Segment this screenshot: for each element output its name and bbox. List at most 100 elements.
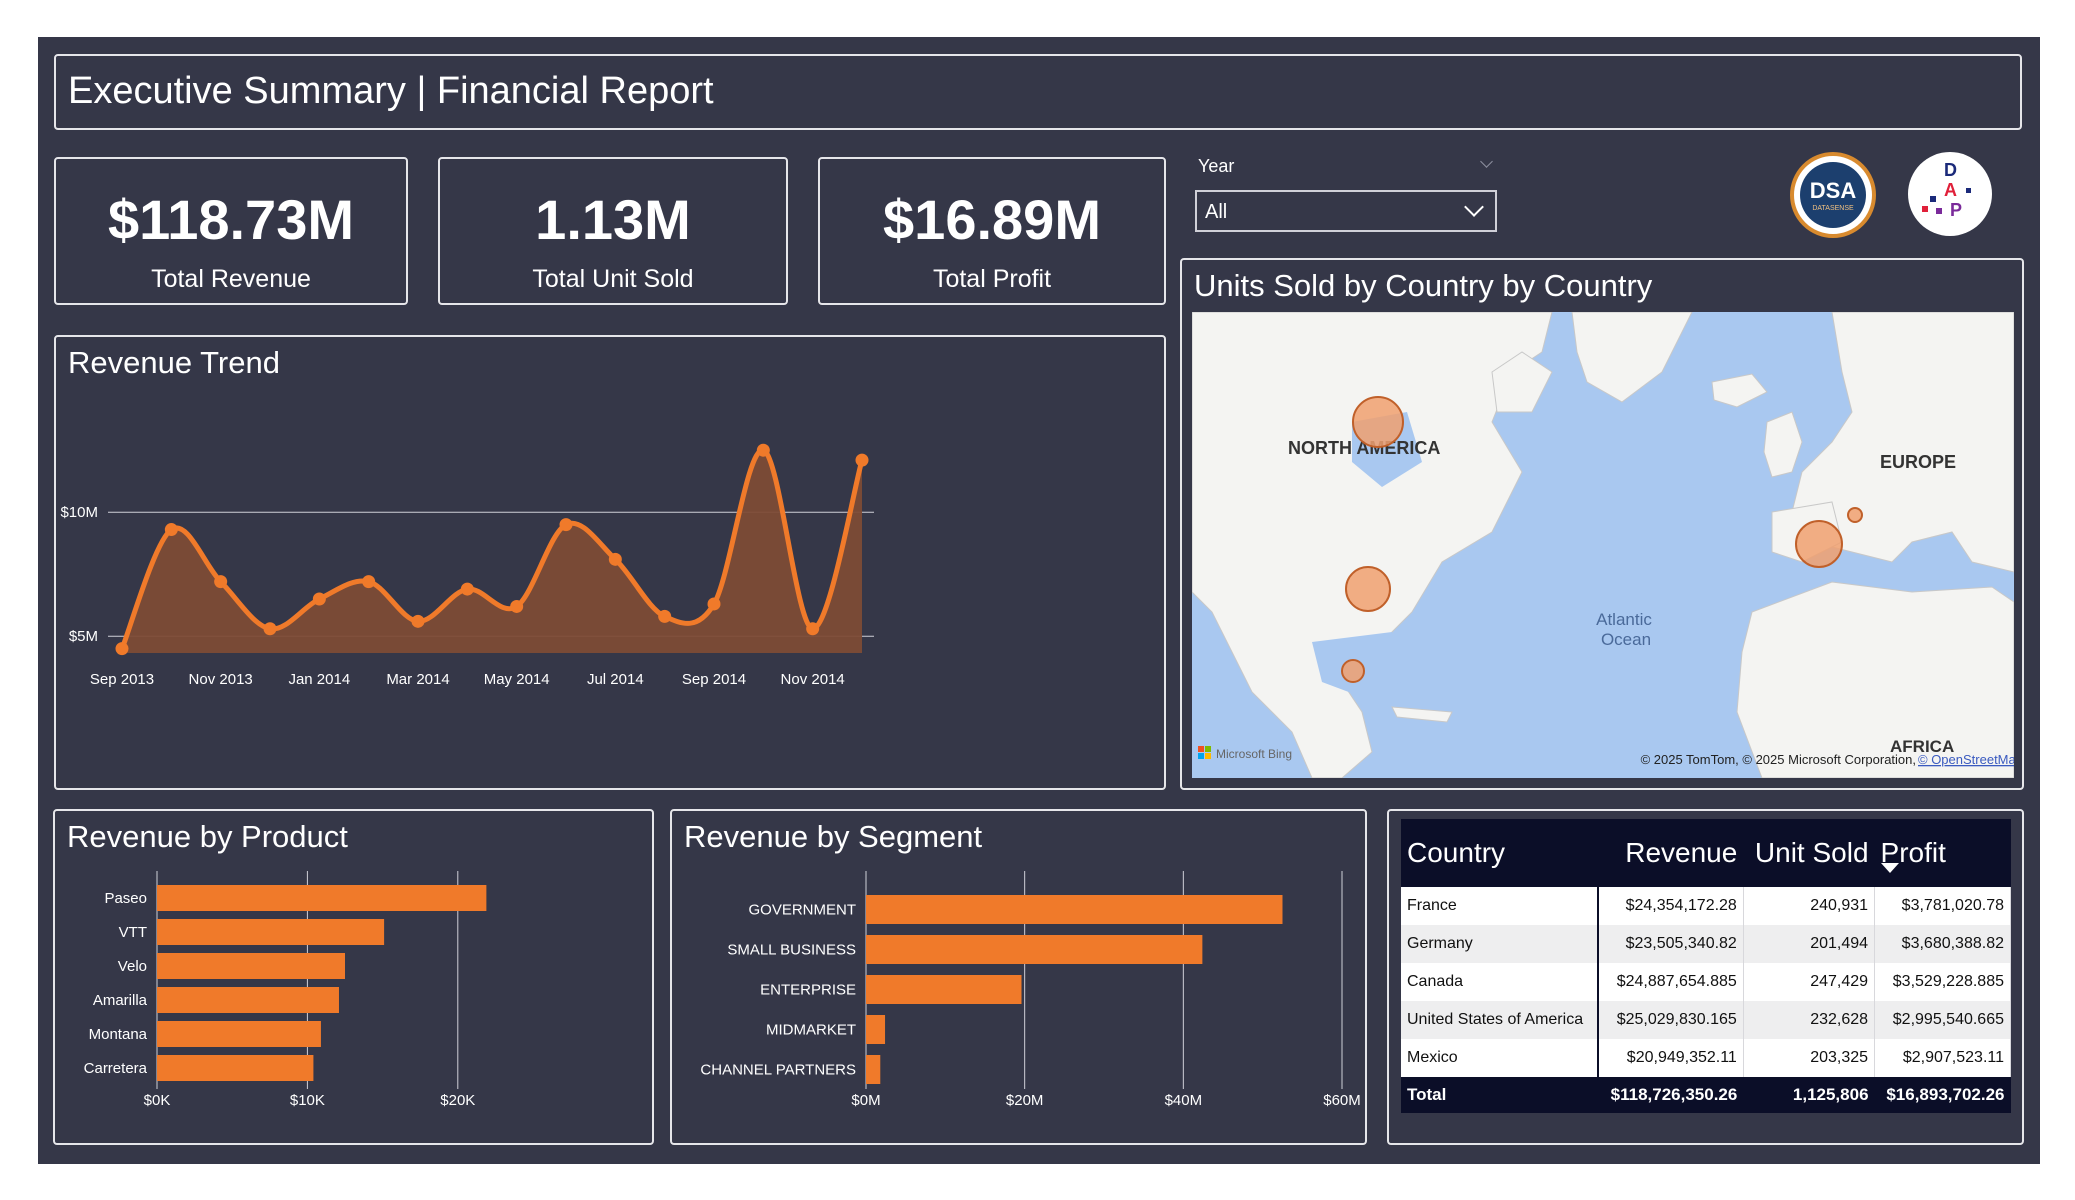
bar-x-tick-label: $10K xyxy=(290,1092,325,1109)
bar-category-label: Velo xyxy=(118,958,147,975)
trend-point-sep-2014 xyxy=(707,597,721,611)
bar-x-tick-label: $40M xyxy=(1165,1092,1203,1109)
cell-revenue: $24,354,172.28 xyxy=(1598,887,1744,925)
column-header-revenue[interactable]: Revenue xyxy=(1598,819,1744,887)
year-dropdown[interactable]: All xyxy=(1195,190,1497,232)
units-by-country-map[interactable]: NORTH AMERICA EUROPE Atlantic Ocean AFRI… xyxy=(1192,312,2014,778)
trend-point-nov-2013 xyxy=(214,575,228,589)
year-filter-label: Year xyxy=(1198,156,1235,176)
trend-point-dec-2013 xyxy=(263,622,277,636)
dap-logo-letter-d: D xyxy=(1944,160,1957,180)
cell-profit: $3,781,020.78 xyxy=(1874,887,2011,925)
bar-category-label: SMALL BUSINESS xyxy=(727,942,856,959)
table-row[interactable]: France $24,354,172.28 240,931 $3,781,020… xyxy=(1401,887,2011,925)
trend-x-tick-label: Sep 2014 xyxy=(682,671,746,688)
trend-y-tick-label: $5M xyxy=(69,628,98,645)
map-provider-label: Microsoft Bing xyxy=(1216,747,1292,761)
trend-y-tick-label: $10M xyxy=(60,504,98,521)
trend-point-dec-2014 xyxy=(855,453,869,467)
bar-velo xyxy=(157,953,345,979)
cell-country: United States of America xyxy=(1401,1001,1600,1039)
trend-point-aug-2014 xyxy=(658,609,672,623)
cell-unit-sold: 201,494 xyxy=(1743,925,1876,963)
trend-point-nov-2014 xyxy=(806,622,820,636)
bubble-mexico xyxy=(1341,659,1365,683)
trend-point-mar-2014 xyxy=(411,614,425,628)
cell-revenue: $25,029,830.165 xyxy=(1598,1001,1744,1039)
bar-x-tick-label: $20M xyxy=(1006,1092,1044,1109)
cell-country: Mexico xyxy=(1401,1039,1600,1077)
bar-small-business xyxy=(866,935,1203,964)
bar-enterprise xyxy=(866,975,1022,1004)
trend-point-jun-2014 xyxy=(559,518,573,532)
column-header-profit[interactable]: Profit xyxy=(1874,819,2011,887)
openstreetmap-link: © OpenStreetMap xyxy=(1918,752,2014,767)
kpi-label: Total Profit xyxy=(932,265,1052,293)
kpi-value: 1.13M xyxy=(535,188,691,251)
cell-revenue: $20,949,352.11 xyxy=(1598,1039,1744,1077)
bar-category-label: Montana xyxy=(89,1026,148,1043)
trend-x-tick-label: Sep 2013 xyxy=(90,671,154,688)
revenue-by-segment-chart[interactable]: $0M $20M $40M $60M GOVERNMENT SMALL BUSINESS E… xyxy=(672,861,1365,1143)
bubble-france xyxy=(1795,520,1843,568)
report-title: Executive Summary | Financial Report xyxy=(68,70,714,112)
kpi-label: Total Revenue xyxy=(151,265,311,293)
report-title-bar: Executive Summary | Financial Report xyxy=(54,54,2022,130)
table-total-row: Total $118,726,350.26 1,125,806 $16,893,… xyxy=(1401,1077,2011,1113)
bar-category-label: ENTERPRISE xyxy=(760,982,856,999)
sort-descending-icon[interactable] xyxy=(1881,863,1899,873)
bar-category-label: VTT xyxy=(119,924,147,941)
table-row[interactable]: Germany $23,505,340.82 201,494 $3,680,38… xyxy=(1401,925,2011,963)
trend-point-oct-2013 xyxy=(164,523,178,537)
label-north-america: NORTH AMERICA xyxy=(1288,438,1440,458)
trend-x-tick-label: Nov 2014 xyxy=(781,671,845,688)
label-atlantic: Atlantic xyxy=(1596,610,1652,629)
cell-profit: $3,529,228.885 xyxy=(1874,963,2011,1001)
table-row[interactable]: Canada $24,887,654.885 247,429 $3,529,22… xyxy=(1401,963,2011,1001)
map-attribution: © 2025 TomTom, © 2025 Microsoft Corporat… xyxy=(1641,752,1916,767)
cell-revenue: $24,887,654.885 xyxy=(1598,963,1744,1001)
revenue-by-product-chart[interactable]: $0K $10K $20K Paseo VTT Velo Amarilla Montana Ca… xyxy=(55,861,652,1143)
kpi-total-unit-sold[interactable]: 1.13M Total Unit Sold xyxy=(438,157,788,305)
trend-point-feb-2014 xyxy=(362,575,376,589)
kpi-total-profit[interactable]: $16.89M Total Profit xyxy=(818,157,1166,305)
trend-x-tick-label: May 2014 xyxy=(484,671,550,688)
map-panel: Units Sold by Country by Country xyxy=(1180,258,2024,790)
revenue-trend-chart[interactable]: $5M $10M Sep 2013 Nov 2013 Jan 2014 Mar 2014 M… xyxy=(56,393,1164,788)
cell-unit-sold: 240,931 xyxy=(1743,887,1876,925)
trend-x-tick-label: Mar 2014 xyxy=(386,671,449,688)
bar-carretera xyxy=(157,1055,314,1081)
kpi-total-revenue[interactable]: $118.73M Total Revenue xyxy=(54,157,408,305)
map-title: Units Sold by Country by Country xyxy=(1194,268,1653,303)
table-row[interactable]: United States of America $25,029,830.165… xyxy=(1401,1001,2011,1039)
bubble-united-states xyxy=(1345,566,1391,612)
revenue-by-product-panel: Revenue by Product $0K $10K $20K Paseo VTT Ve… xyxy=(53,809,654,1145)
cell-total-unit-sold: 1,125,806 xyxy=(1743,1077,1875,1113)
column-header-unit-sold[interactable]: Unit Sold xyxy=(1743,819,1875,887)
bar-category-label: GOVERNMENT xyxy=(748,902,856,919)
bar-x-tick-label: $20K xyxy=(440,1092,475,1109)
cell-unit-sold: 247,429 xyxy=(1743,963,1876,1001)
cell-country: Canada xyxy=(1401,963,1600,1001)
bar-x-tick-label: $0K xyxy=(144,1092,171,1109)
kpi-value: $118.73M xyxy=(108,188,354,251)
cell-unit-sold: 232,628 xyxy=(1743,1001,1876,1039)
bar-category-label: Amarilla xyxy=(93,992,148,1009)
bar-category-label: MIDMARKET xyxy=(766,1022,856,1039)
bubble-canada xyxy=(1352,396,1404,448)
bar-channel-partners xyxy=(866,1055,881,1084)
bar-government xyxy=(866,895,1283,924)
dap-logo-letter-a: A xyxy=(1944,180,1957,200)
dap-logo: D A P xyxy=(1908,152,1992,236)
trend-point-oct-2014 xyxy=(756,443,770,457)
slicer-collapse-icon[interactable] xyxy=(1480,155,1493,168)
datasense-logo: DSA DATASENSE xyxy=(1790,152,1876,238)
kpi-value: $16.89M xyxy=(883,188,1101,251)
revenue-trend-panel: Revenue Trend $5M $10M Sep 2013 Nov 2013 Jan… xyxy=(54,335,1166,790)
column-header-country[interactable]: Country xyxy=(1401,819,1599,887)
revenue-by-product-title: Revenue by Product xyxy=(67,819,348,854)
trend-point-jan-2014 xyxy=(312,592,326,606)
dashboard: Executive Summary | Financial Report $11… xyxy=(38,37,2040,1164)
bar-x-tick-label: $0M xyxy=(851,1092,880,1109)
table-row[interactable]: Mexico $20,949,352.11 203,325 $2,907,523… xyxy=(1401,1039,2011,1077)
